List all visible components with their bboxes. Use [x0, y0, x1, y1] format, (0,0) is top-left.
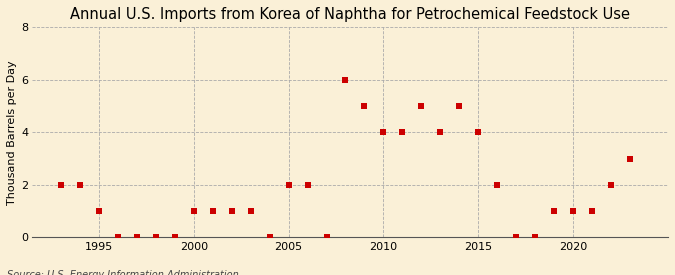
Title: Annual U.S. Imports from Korea of Naphtha for Petrochemical Feedstock Use: Annual U.S. Imports from Korea of Naphth… [70, 7, 630, 22]
Point [568, 209, 578, 213]
Text: Source: U.S. Energy Information Administration: Source: U.S. Energy Information Administ… [7, 271, 238, 275]
Point [93, 209, 104, 213]
Point [226, 209, 237, 213]
Point [169, 235, 180, 240]
Point [624, 156, 635, 161]
Point [397, 130, 408, 134]
Point [435, 130, 446, 134]
Point [492, 183, 503, 187]
Point [340, 78, 351, 82]
Point [511, 235, 522, 240]
Point [416, 104, 427, 108]
Y-axis label: Thousand Barrels per Day: Thousand Barrels per Day [7, 60, 17, 205]
Point [378, 130, 389, 134]
Point [605, 183, 616, 187]
Point [549, 209, 560, 213]
Point [473, 130, 484, 134]
Point [188, 209, 199, 213]
Point [359, 104, 370, 108]
Point [530, 235, 541, 240]
Point [207, 209, 218, 213]
Point [132, 235, 142, 240]
Point [587, 209, 597, 213]
Point [302, 183, 313, 187]
Point [321, 235, 332, 240]
Point [151, 235, 161, 240]
Point [264, 235, 275, 240]
Point [74, 183, 85, 187]
Point [454, 104, 464, 108]
Point [245, 209, 256, 213]
Point [55, 183, 66, 187]
Point [283, 183, 294, 187]
Point [113, 235, 124, 240]
